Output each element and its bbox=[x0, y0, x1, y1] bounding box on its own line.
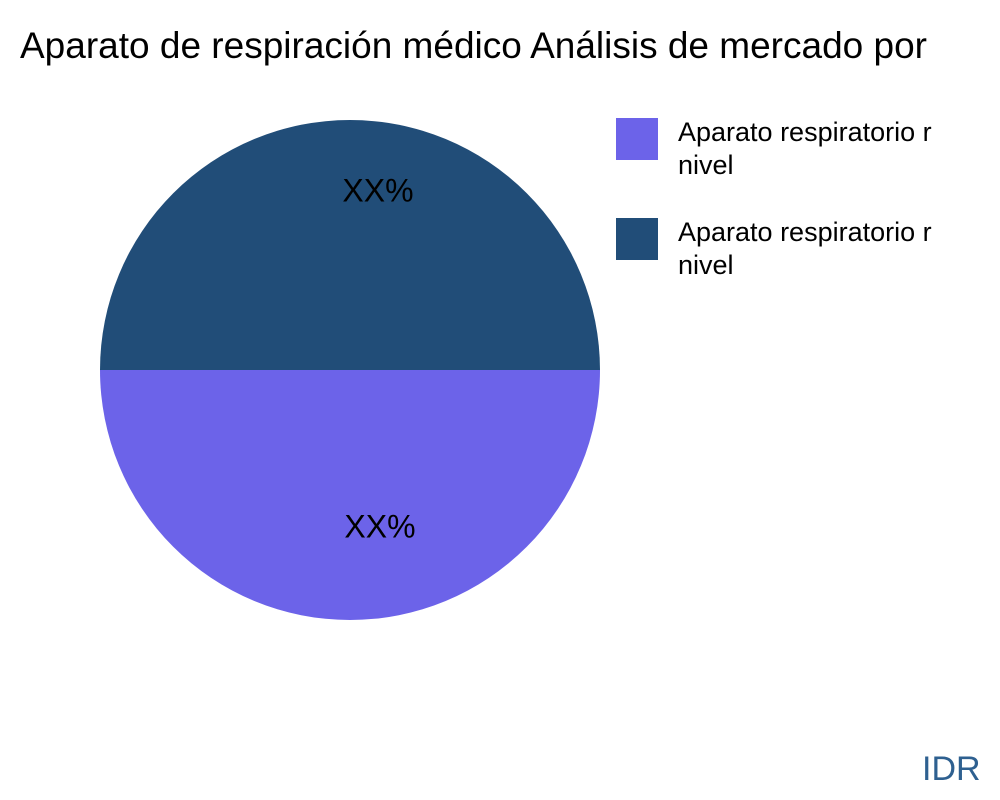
legend-label-line1: Aparato respiratorio r bbox=[678, 217, 932, 247]
pie-label-bottom: XX% bbox=[344, 508, 416, 545]
pie-slice-top bbox=[100, 120, 600, 370]
legend: Aparato respiratorio r nivel Aparato res… bbox=[616, 116, 1000, 318]
legend-label-line2: nivel bbox=[678, 150, 734, 180]
legend-swatch-icon bbox=[616, 118, 658, 160]
legend-item: Aparato respiratorio r nivel bbox=[616, 216, 1000, 282]
legend-label: Aparato respiratorio r nivel bbox=[678, 116, 932, 182]
pie-chart: XX% XX% bbox=[100, 120, 600, 620]
legend-swatch-icon bbox=[616, 218, 658, 260]
pie-slice-bottom bbox=[100, 370, 600, 620]
pie-label-top: XX% bbox=[342, 172, 414, 209]
watermark-idr: IDR bbox=[922, 750, 981, 788]
legend-label: Aparato respiratorio r nivel bbox=[678, 216, 932, 282]
legend-item: Aparato respiratorio r nivel bbox=[616, 116, 1000, 182]
chart-title: Aparato de respiración médico Análisis d… bbox=[20, 25, 927, 66]
legend-label-line1: Aparato respiratorio r bbox=[678, 117, 932, 147]
legend-label-line2: nivel bbox=[678, 250, 734, 280]
